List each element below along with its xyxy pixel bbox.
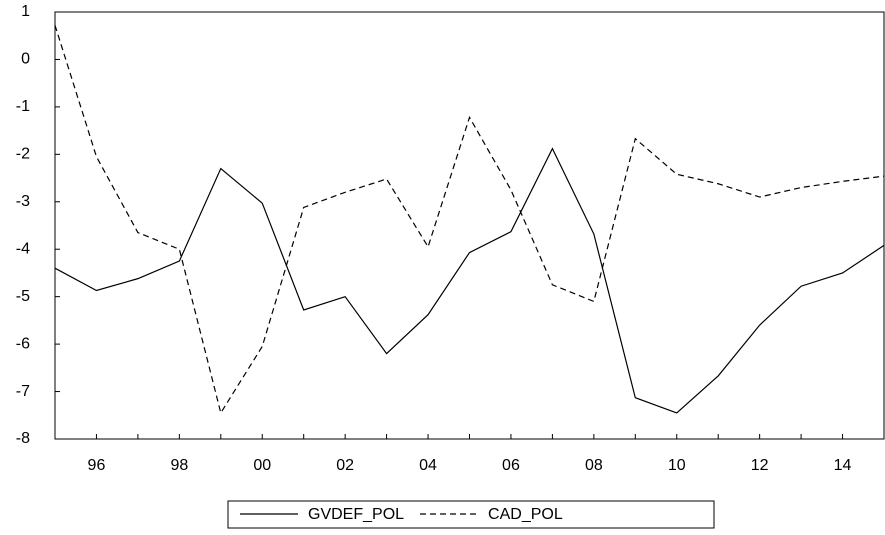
y-tick-label: -5	[16, 288, 30, 305]
series-line	[54, 25, 885, 415]
y-tick-label: -4	[16, 240, 30, 257]
legend-label: GVDEF_POL	[308, 506, 404, 523]
x-tick-label: 12	[751, 457, 769, 474]
plot-frame	[54, 11, 885, 440]
series-line	[54, 147, 885, 414]
y-tick-label: 0	[21, 51, 30, 68]
x-tick-label: 04	[419, 457, 437, 474]
y-tick-label: -8	[16, 430, 30, 447]
y-tick-label: -2	[16, 146, 30, 163]
x-tick-label: 10	[668, 457, 686, 474]
x-tick-label: 98	[170, 457, 188, 474]
x-tick-label: 14	[834, 457, 852, 474]
x-tick-label: 06	[502, 457, 520, 474]
legend-label: CAD_POL	[488, 506, 563, 523]
y-tick-label: -3	[16, 193, 30, 210]
y-tick-label: -1	[16, 98, 30, 115]
x-tick-label: 00	[253, 457, 271, 474]
y-tick-label: 1	[21, 3, 30, 20]
x-tick-label: 02	[336, 457, 354, 474]
y-tick-label: -6	[16, 335, 30, 352]
x-tick-label: 08	[585, 457, 603, 474]
x-tick-label: 96	[88, 457, 106, 474]
y-tick-label: -7	[16, 383, 30, 400]
